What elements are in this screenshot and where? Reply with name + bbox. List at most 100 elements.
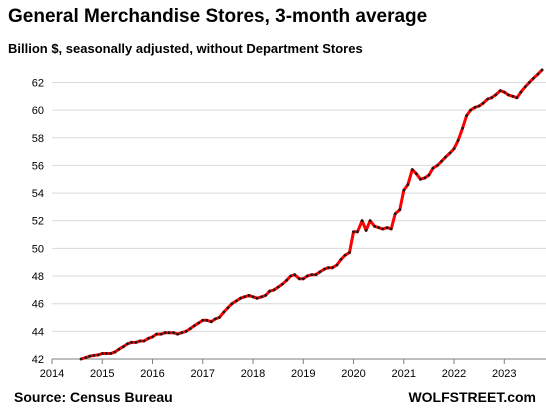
x-tick-label: 2014 (40, 368, 64, 380)
data-point (506, 93, 510, 97)
data-point (251, 295, 255, 299)
data-point (385, 226, 389, 230)
data-point (410, 168, 414, 172)
data-point (92, 354, 96, 357)
data-point (268, 289, 271, 293)
data-point (423, 176, 427, 180)
data-point (477, 104, 481, 108)
data-point (398, 208, 402, 212)
data-point (201, 318, 205, 322)
data-point (452, 147, 456, 151)
y-tick-label: 50 (32, 243, 44, 255)
data-point (134, 341, 138, 344)
data-point (431, 166, 435, 170)
data-point (323, 267, 326, 271)
data-point (331, 266, 334, 270)
data-point (122, 345, 125, 348)
y-tick-label: 54 (32, 188, 44, 200)
data-point (373, 224, 376, 228)
data-point (176, 332, 180, 336)
data-point (486, 97, 490, 101)
data-point (260, 295, 263, 299)
data-point (272, 288, 276, 292)
data-point (172, 331, 176, 335)
chart-subtitle: Billion $, seasonally adjusted, without … (8, 41, 363, 56)
x-tick-label: 2021 (392, 368, 416, 380)
data-point (213, 317, 217, 321)
y-tick-label: 46 (32, 299, 44, 311)
data-point (117, 347, 121, 351)
y-tick-label: 62 (32, 77, 44, 89)
data-point (314, 273, 318, 277)
data-point (285, 278, 289, 282)
data-point (456, 139, 460, 142)
data-point (239, 296, 242, 300)
data-point (502, 90, 506, 94)
data-point (126, 342, 129, 346)
data-point (159, 332, 163, 336)
data-point (205, 318, 209, 322)
data-point (209, 320, 213, 324)
data-point (348, 251, 351, 254)
data-point (104, 352, 108, 355)
y-tick-label: 60 (32, 105, 44, 117)
data-point (130, 341, 133, 344)
y-tick-label: 52 (32, 216, 44, 228)
grid-lines (52, 81, 546, 360)
y-tick-label: 58 (32, 133, 44, 145)
data-point (289, 274, 293, 278)
data-point (343, 253, 347, 257)
x-tick-label: 2023 (492, 368, 516, 380)
data-point (536, 72, 540, 76)
data-point (293, 273, 297, 277)
data-point (276, 285, 280, 289)
data-point (352, 230, 355, 234)
x-tick-label: 2020 (341, 368, 365, 380)
data-point (167, 331, 171, 335)
data-point (297, 277, 301, 281)
data-point (155, 332, 158, 336)
data-point (473, 105, 477, 109)
data-point (419, 177, 422, 181)
data-point (440, 159, 443, 163)
data-point (247, 294, 251, 297)
data-point (301, 277, 305, 281)
data-point (444, 155, 447, 159)
data-point (151, 335, 154, 339)
data-point (381, 227, 385, 231)
data-point (402, 188, 406, 192)
data-point (524, 85, 527, 88)
data-point (310, 273, 314, 277)
data-point (528, 81, 531, 84)
series-line (79, 68, 544, 361)
source-note: Source: Census Bureau (14, 389, 173, 405)
data-point (461, 126, 464, 130)
data-point (406, 183, 410, 187)
data-point (327, 266, 330, 270)
data-point (481, 101, 485, 105)
data-point (498, 89, 502, 93)
y-axis-ticks: 42 44 46 48 50 52 54 56 58 60 62 (32, 77, 44, 366)
y-tick-label: 42 (32, 354, 44, 366)
data-point (540, 68, 544, 72)
data-point (109, 352, 113, 355)
data-point (414, 172, 418, 176)
data-point (469, 108, 472, 112)
x-tick-label: 2017 (191, 368, 215, 380)
data-point (389, 227, 393, 231)
y-tick-label: 56 (32, 160, 44, 172)
data-point (188, 327, 192, 330)
chart-title: General Merchandise Stores, 3-month aver… (8, 6, 428, 27)
data-point (436, 164, 439, 167)
data-point (163, 331, 167, 335)
x-tick-label: 2019 (291, 368, 315, 380)
data-point (356, 230, 359, 234)
data-point (305, 274, 309, 278)
data-point (368, 219, 372, 223)
data-point (515, 96, 519, 100)
data-point (235, 299, 238, 303)
data-point (339, 258, 343, 261)
data-point (100, 352, 104, 355)
data-point (96, 353, 100, 357)
